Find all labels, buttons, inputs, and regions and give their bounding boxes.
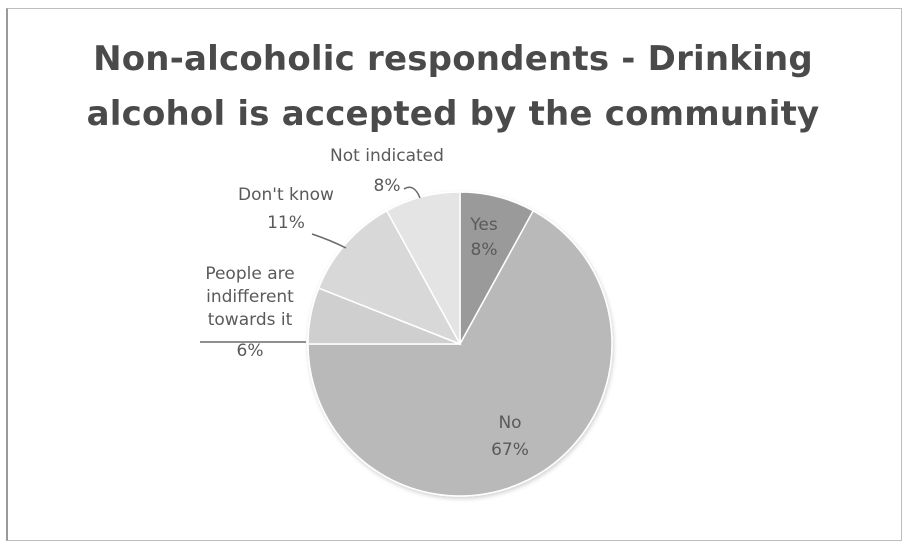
data-label-category: Don't know	[238, 185, 334, 205]
chart-title: Non-alcoholic respondents - Drinking alc…	[0, 32, 906, 142]
data-label-category: People are	[205, 264, 294, 284]
data-label-category: indifferent	[206, 287, 294, 307]
data-label-percent: 11%	[267, 213, 305, 233]
pie-slice-don-t-know	[317, 209, 462, 346]
chart-title-line-2: alcohol is accepted by the community	[86, 94, 820, 134]
slice-labels: Yes 8% No 67% People are indifferent towards i…	[205, 146, 529, 460]
leader-line-3	[311, 233, 347, 249]
pie-slices	[307, 191, 613, 497]
data-label-category: Yes	[469, 215, 498, 235]
pie-slice-no	[307, 209, 613, 497]
data-label-percent: 6%	[237, 341, 264, 361]
data-label-percent: 67%	[491, 440, 529, 460]
data-label-category: towards it	[208, 310, 293, 330]
leader-lines	[200, 186, 421, 343]
data-label-category: No	[498, 413, 521, 433]
chart-title-line-1: Non-alcoholic respondents - Drinking	[93, 39, 813, 79]
pie-slice-not-indicated	[385, 191, 461, 345]
data-label-percent: 8%	[374, 176, 401, 196]
data-label-category: Not indicated	[330, 146, 444, 166]
leader-line-4	[403, 186, 421, 199]
data-label-percent: 8%	[471, 240, 498, 260]
